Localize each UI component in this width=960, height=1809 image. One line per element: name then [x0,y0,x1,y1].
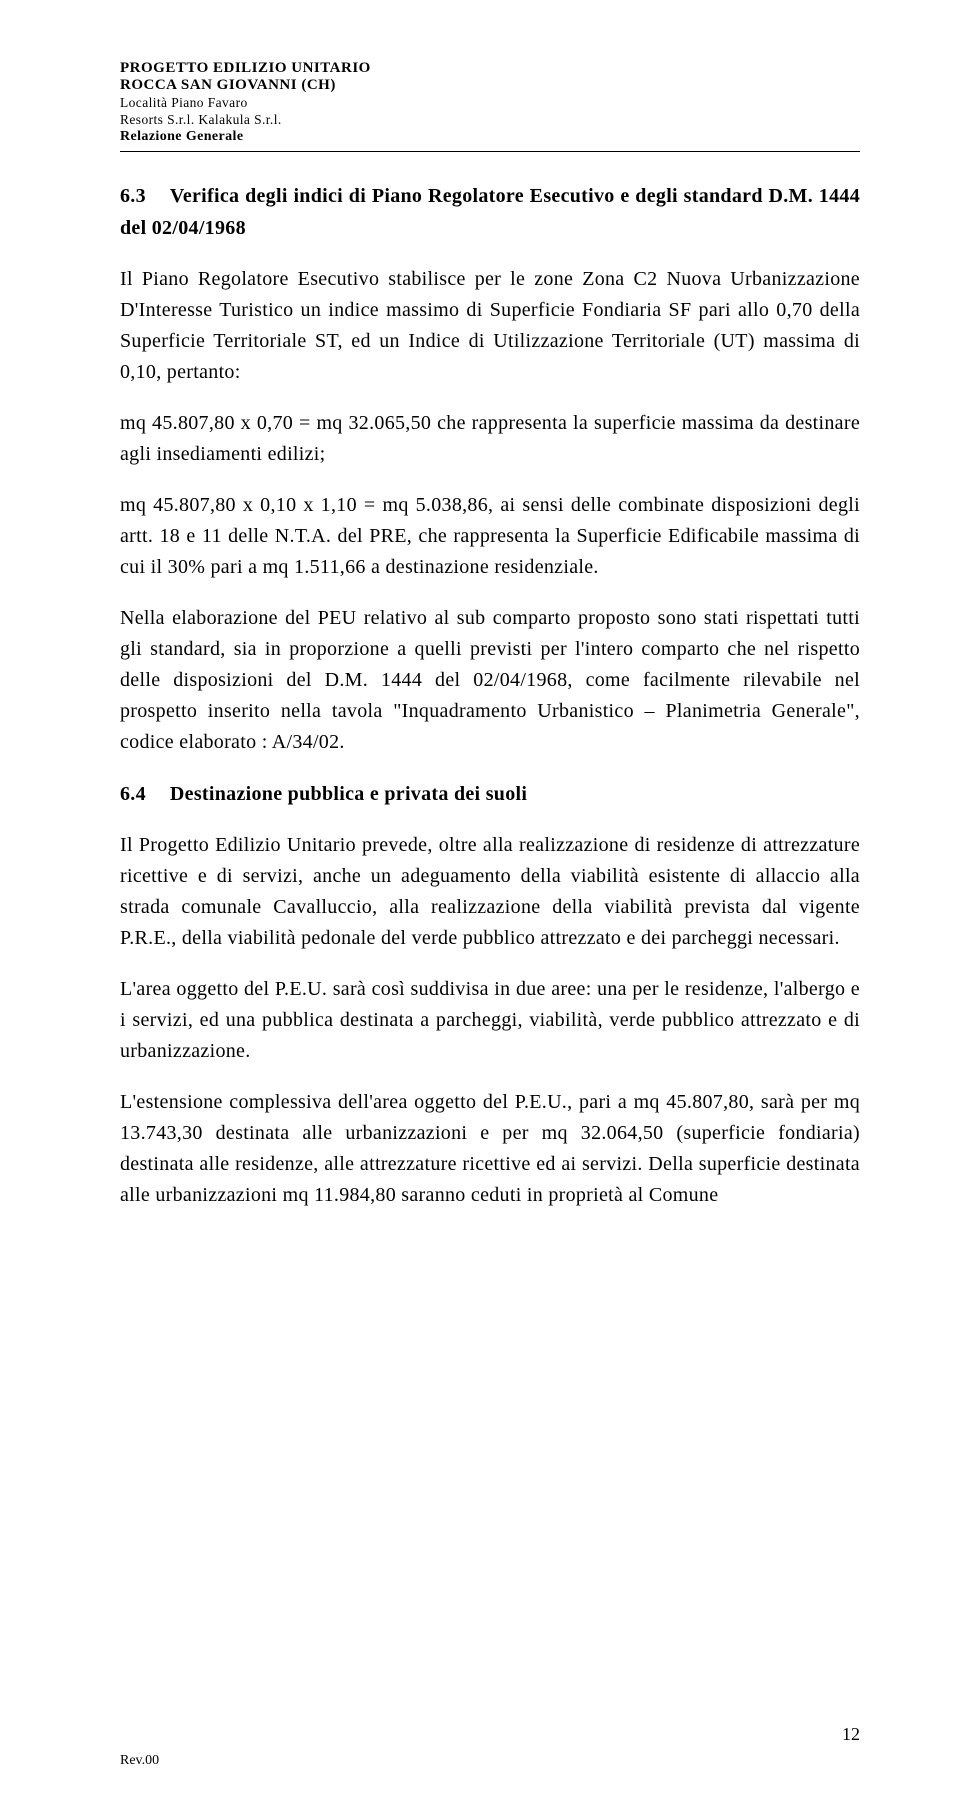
paragraph-3: mq 45.807,80 x 0,10 x 1,10 = mq 5.038,86… [120,490,860,583]
document-page: PROGETTO EDILIZIO UNITARIO ROCCA SAN GIO… [0,0,960,1809]
paragraph-4: Nella elaborazione del PEU relativo al s… [120,603,860,758]
page-number: 12 [842,1724,860,1745]
document-header: PROGETTO EDILIZIO UNITARIO ROCCA SAN GIO… [120,60,860,145]
header-locality: Località Piano Favaro [120,95,860,111]
revision-label: Rev.00 [120,1753,159,1769]
section-6-4-number: 6.4 [120,778,146,810]
paragraph-2: mq 45.807,80 x 0,70 = mq 32.065,50 che r… [120,408,860,470]
header-location: ROCCA SAN GIOVANNI (CH) [120,77,860,94]
paragraph-6: L'area oggetto del P.E.U. sarà così sudd… [120,974,860,1067]
header-companies: Resorts S.r.l. Kalakula S.r.l. [120,112,860,128]
section-6-3-heading: 6.3Verifica degli indici di Piano Regola… [120,180,860,244]
section-6-3-number: 6.3 [120,180,146,212]
section-6-3-title: Verifica degli indici di Piano Regolator… [120,185,860,239]
section-6-4-heading: 6.4 Destinazione pubblica e privata dei s… [120,778,860,810]
header-project-title: PROGETTO EDILIZIO UNITARIO [120,60,860,77]
paragraph-1: Il Piano Regolatore Esecutivo stabilisce… [120,264,860,388]
paragraph-5: Il Progetto Edilizio Unitario prevede, o… [120,830,860,954]
header-divider [120,151,860,152]
header-doc-type: Relazione Generale [120,129,860,145]
section-6-4-title: Destinazione pubblica e privata dei suol… [170,783,527,805]
paragraph-7: L'estensione complessiva dell'area ogget… [120,1087,860,1211]
